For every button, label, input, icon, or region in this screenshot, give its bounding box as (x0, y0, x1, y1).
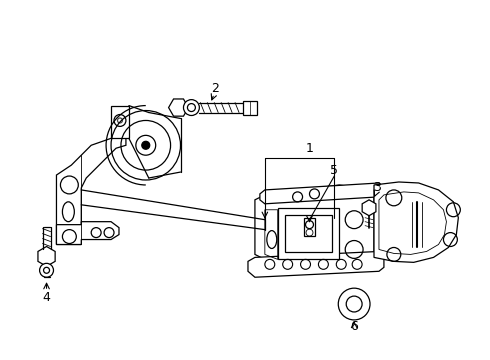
Polygon shape (248, 251, 384, 277)
Text: 5: 5 (330, 163, 338, 176)
Text: 2: 2 (211, 82, 219, 95)
Bar (243, 100, 257, 114)
Circle shape (40, 264, 53, 277)
Polygon shape (56, 222, 119, 244)
Polygon shape (260, 183, 384, 204)
Polygon shape (111, 105, 129, 138)
Bar (303, 218, 316, 235)
Circle shape (183, 100, 199, 116)
Bar (285, 215, 332, 252)
Text: 1: 1 (306, 142, 314, 155)
Polygon shape (255, 185, 374, 267)
Circle shape (142, 141, 150, 149)
Text: 6: 6 (350, 320, 358, 333)
Circle shape (338, 288, 370, 320)
Polygon shape (56, 138, 126, 244)
Polygon shape (374, 182, 458, 262)
Text: 3: 3 (373, 181, 381, 194)
Bar (278, 208, 339, 260)
Text: 4: 4 (43, 291, 50, 303)
